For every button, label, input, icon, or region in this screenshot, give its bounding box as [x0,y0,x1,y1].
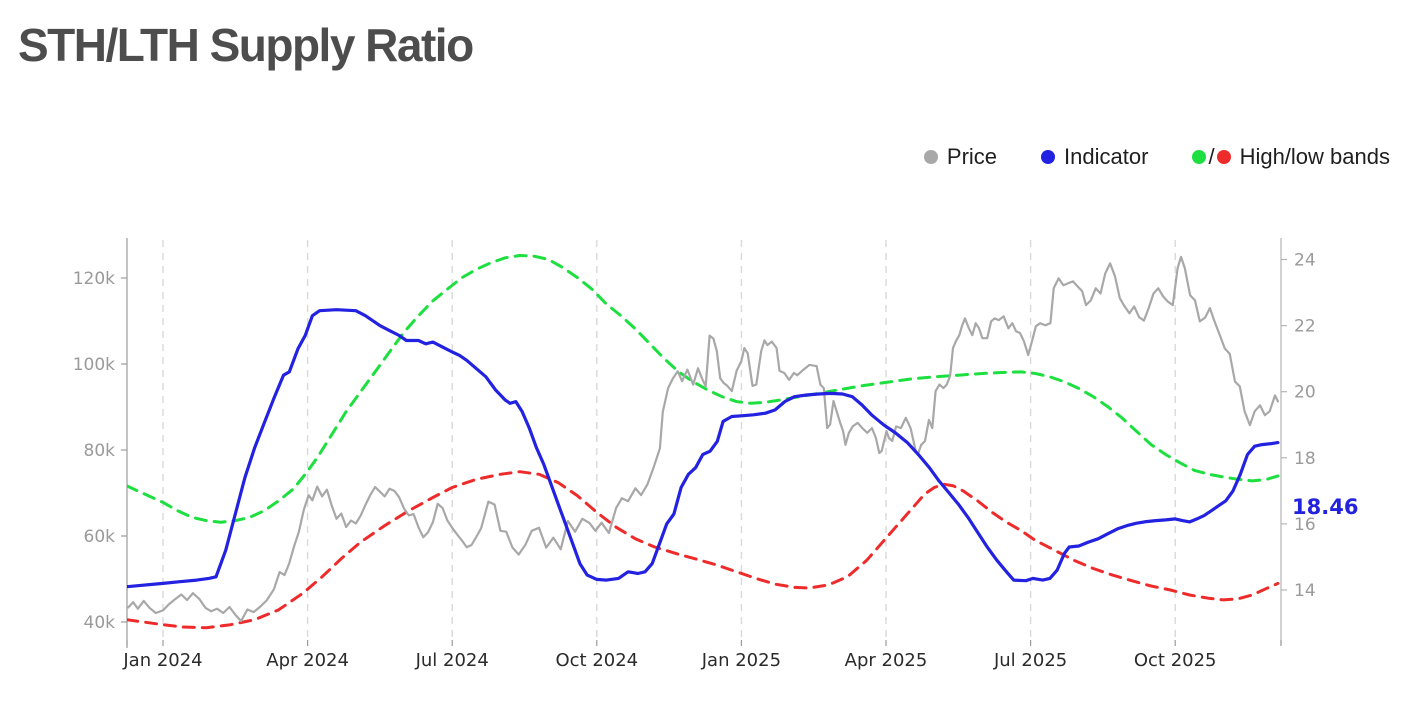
page-title: STH/LTH Supply Ratio [18,19,474,71]
last-value-label: 18.46 [1292,495,1359,519]
right-tick-label: 20 [1294,383,1316,403]
right-tick-label: 18 [1294,449,1316,469]
right-tick-label: 14 [1294,581,1316,601]
left-tick-label: 100k [73,355,115,375]
bands-dot-pair: / [1192,144,1231,170]
price-dot-icon [923,150,938,164]
left-tick-label: 60k [84,527,116,547]
x-tick-label: Apr 2025 [845,650,928,671]
series-price [127,255,1280,623]
x-tick-label: Oct 2025 [1134,650,1217,671]
legend-item-bands[interactable]: / High/low bands [1192,144,1390,170]
bands-slash: / [1208,144,1215,169]
x-tick-label: Jan 2025 [701,650,781,671]
legend-label-indicator: Indicator [1064,144,1149,169]
legend-item-price[interactable]: Price [923,144,998,170]
x-tick-label: Oct 2024 [555,650,638,671]
right-tick-label: 16 [1294,515,1316,535]
series-high_band [127,254,1280,524]
x-tick-label: Jan 2024 [122,650,202,671]
right-tick-label: 24 [1294,251,1316,271]
series-low_band [127,470,1280,630]
x-tick-label: Jul 2024 [415,650,489,671]
left-tick-label: 80k [84,441,116,461]
low-band-dot-icon [1216,150,1231,164]
right-tick-label: 22 [1294,317,1316,337]
legend: Price Indicator / High/low bands [923,144,1390,170]
legend-label-bands: High/low bands [1239,144,1390,169]
legend-label-price: Price [946,144,998,169]
left-tick-label: 120k [73,269,115,289]
legend-item-indicator[interactable]: Indicator [1041,144,1148,170]
series-indicator [127,308,1280,589]
indicator-dot-icon [1041,150,1056,164]
x-tick-label: Jul 2025 [993,650,1067,671]
left-tick-label: 40k [84,613,116,633]
high-band-dot-icon [1192,150,1207,164]
x-tick-label: Apr 2024 [266,650,349,671]
